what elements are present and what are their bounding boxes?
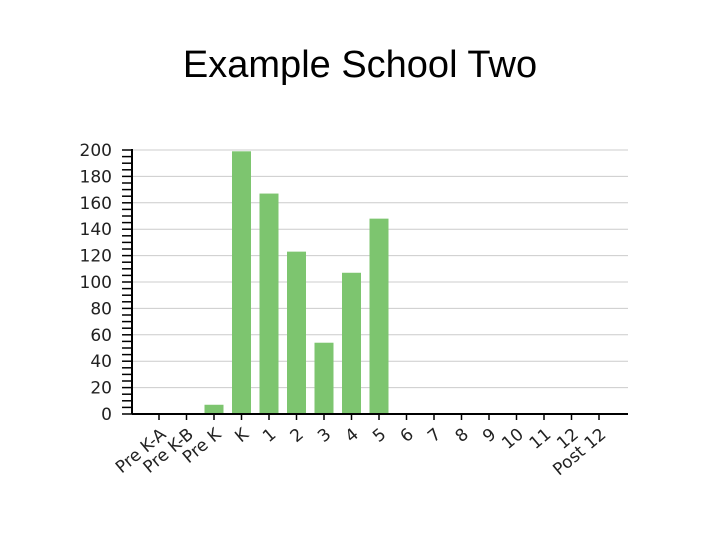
y-tick-label: 100	[80, 273, 112, 293]
y-tick-label: 80	[90, 299, 112, 319]
y-tick-label: 20	[90, 379, 112, 399]
bar	[369, 218, 389, 414]
y-tick-label: 60	[90, 326, 112, 346]
x-tick-label: K	[231, 424, 253, 447]
y-tick-label: 180	[80, 167, 112, 187]
bar	[314, 342, 334, 414]
x-tick-label: 9	[479, 425, 500, 447]
x-tick-label: 6	[397, 425, 418, 447]
x-tick-label: 8	[452, 425, 473, 447]
bar	[259, 193, 279, 414]
bar	[204, 404, 224, 414]
y-axis: 0 20 40 60 80 100 120 140 160 180 200	[80, 141, 133, 425]
y-tick-label: 120	[80, 247, 112, 267]
x-tick-label: 3	[314, 425, 335, 447]
y-tick-label: 160	[80, 194, 112, 214]
bars	[204, 151, 389, 414]
y-tick-label: 140	[80, 220, 112, 240]
x-tick-label: 11	[526, 425, 555, 454]
chart-title: Example School Two	[182, 44, 538, 86]
y-tick-label: 0	[101, 405, 112, 425]
bar	[342, 272, 361, 414]
x-tick-label: 7	[424, 425, 445, 447]
bar	[287, 251, 306, 414]
x-tick-label: 10	[498, 425, 527, 454]
x-tick-label: 2	[287, 425, 308, 447]
x-tick-label: 5	[369, 425, 390, 447]
x-tick-label: 4	[342, 425, 363, 447]
y-tick-label: 200	[80, 141, 112, 161]
y-tick-label: 40	[90, 352, 112, 372]
x-tick-label: 1	[259, 425, 280, 447]
bar	[232, 151, 251, 414]
